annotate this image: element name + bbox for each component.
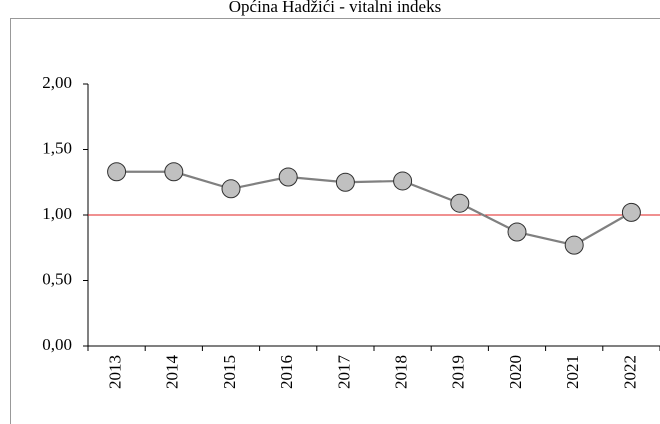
marker [507, 222, 527, 242]
chart-border [10, 18, 660, 424]
y-tick-label: 1,00 [42, 204, 72, 223]
y-tick-label: 1,50 [42, 138, 72, 157]
y-tick-label: 0,00 [42, 335, 72, 354]
x-tick-label: 2019 [449, 355, 468, 389]
x-tick-label: 2013 [106, 355, 125, 389]
x-tick-label: 2018 [392, 355, 411, 389]
x-tick-label: 2022 [620, 355, 639, 389]
y-tick-label: 2,00 [42, 73, 72, 92]
marker [621, 202, 641, 222]
line [116, 170, 632, 247]
marker [164, 162, 184, 182]
x-tick-label: 2020 [506, 355, 525, 389]
marker [221, 179, 241, 199]
x-tick-label: 2014 [163, 355, 182, 390]
x-tick-label: 2015 [220, 355, 239, 389]
marker [107, 162, 127, 182]
y-tick-label: 0,50 [42, 269, 72, 288]
marker [564, 235, 584, 255]
x-tick-label: 2021 [563, 355, 582, 389]
marker [450, 193, 470, 213]
x-tick-label: 2016 [277, 355, 296, 389]
marker [278, 167, 298, 187]
marker [335, 172, 355, 192]
marker [393, 171, 413, 191]
chart-title: Općina Hadžići - vitalni indeks [229, 0, 441, 16]
x-tick-label: 2017 [334, 355, 353, 390]
